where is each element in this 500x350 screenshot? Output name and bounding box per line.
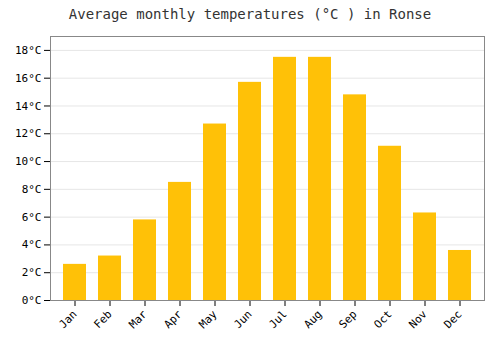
svg-text:Nov: Nov — [406, 307, 430, 331]
svg-text:2°C: 2°C — [22, 266, 42, 279]
svg-text:18°C: 18°C — [15, 44, 42, 57]
svg-text:May: May — [196, 307, 220, 331]
svg-text:Mar: Mar — [126, 307, 150, 331]
svg-text:Sep: Sep — [336, 308, 359, 331]
svg-text:Oct: Oct — [371, 308, 394, 331]
svg-text:Apr: Apr — [161, 307, 185, 331]
svg-text:0°C: 0°C — [22, 294, 42, 307]
svg-text:12°C: 12°C — [15, 127, 42, 140]
svg-text:Jan: Jan — [56, 308, 79, 331]
svg-text:10°C: 10°C — [15, 155, 42, 168]
svg-text:14°C: 14°C — [15, 99, 42, 112]
html-text:Average monthly temperatures (: Average monthly temperatures (°C ) in Ro… — [68, 6, 432, 22]
svg-text:8°C: 8°C — [22, 183, 42, 196]
svg-text:Dec: Dec — [441, 308, 464, 331]
svg-text:Aug: Aug — [301, 308, 324, 331]
svg-text:6°C: 6°C — [22, 211, 42, 224]
svg-text:Jul: Jul — [266, 308, 289, 331]
svg-text:16°C: 16°C — [15, 72, 42, 85]
svg-text:4°C: 4°C — [22, 238, 42, 251]
svg-text:Jun: Jun — [231, 308, 254, 331]
svg-text:Feb: Feb — [91, 308, 114, 331]
